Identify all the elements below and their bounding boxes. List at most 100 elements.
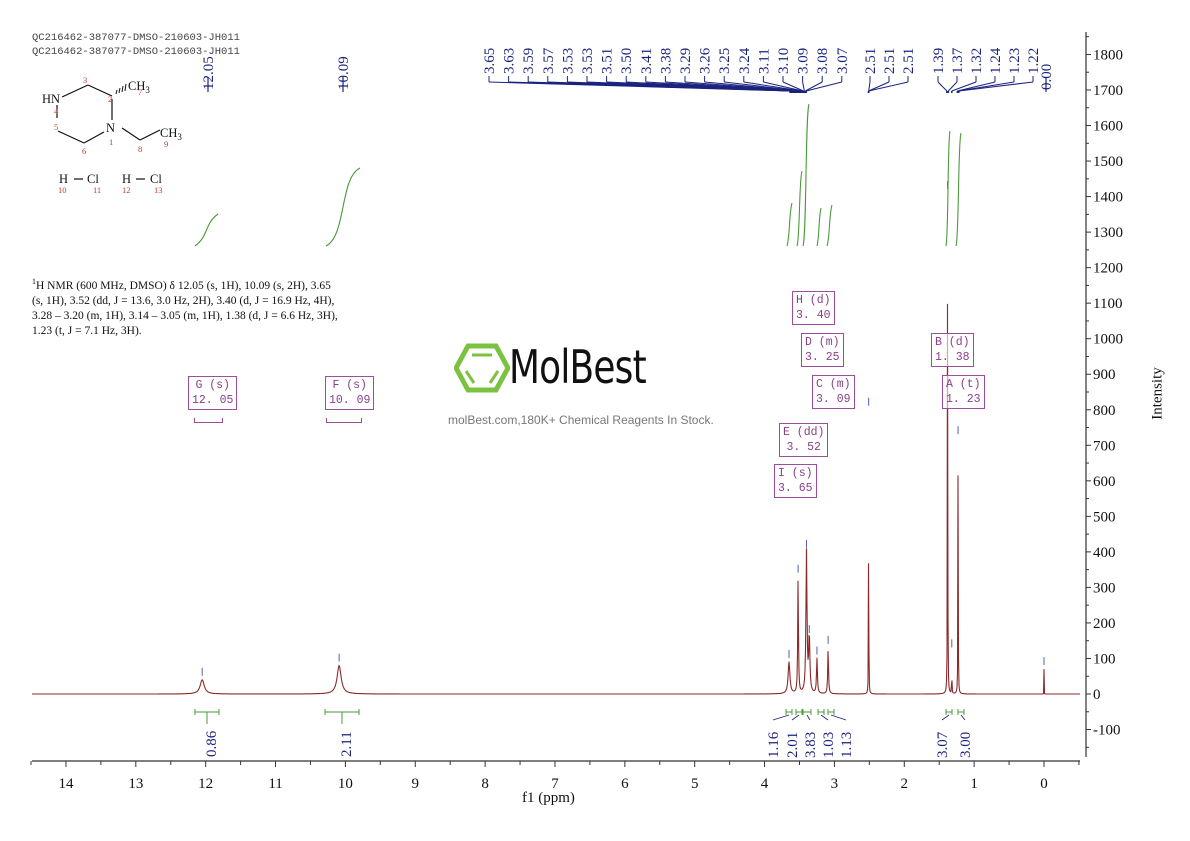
molbest-brand: MolBest [509, 340, 647, 394]
peak-pick-label: 1.24 [988, 47, 1004, 74]
y-tick-label: 300 [1093, 580, 1116, 596]
peak-pick-label: 3.53 [560, 48, 576, 74]
peak-pick-label: 1.39 [931, 48, 947, 74]
multiplet-range-marker [326, 418, 362, 423]
y-tick-label: 1300 [1093, 225, 1123, 241]
integral-curve [802, 103, 810, 247]
hcl-1-cl: Cl [87, 172, 99, 186]
watermark-tagline: molBest.com,180K+ Chemical Reagents In S… [448, 413, 714, 427]
hcl-1-h: H [59, 172, 68, 186]
peak-pick-label: 1.23 [1007, 48, 1023, 74]
peak-pick-label: 3.53 [580, 48, 596, 74]
multiplet-box-e: E (dd) 3. 52 [779, 423, 829, 457]
y-tick-label: 1400 [1093, 190, 1123, 206]
y-tick-label: 800 [1093, 403, 1116, 419]
peak-pick-label: 2.51 [863, 48, 879, 74]
peak-pick-label: 3.08 [815, 48, 831, 74]
svg-text:7: 7 [138, 87, 142, 97]
x-tick-label: 3 [831, 776, 839, 792]
ch3-right-label: CH3 [160, 126, 182, 142]
n-label: N [106, 121, 115, 135]
y-tick-label: 1500 [1093, 154, 1123, 170]
molbest-logo-icon [454, 343, 510, 393]
integral-curve [796, 170, 803, 247]
integral-curve [826, 204, 833, 247]
integral-curve [194, 213, 219, 247]
y-tick-label: 0 [1093, 687, 1101, 703]
peak-pick-label: 0.00 [1039, 64, 1055, 90]
integral-curve [816, 207, 822, 247]
y-tick-label: 1100 [1093, 296, 1122, 312]
integral-value: 1.03 [821, 732, 837, 758]
x-tick-label: 12 [198, 776, 213, 792]
integral-curve [945, 130, 951, 247]
y-tick-label: 100 [1093, 651, 1116, 667]
y-tick-label: 400 [1093, 545, 1116, 561]
multiplet-range-marker [194, 418, 223, 423]
peak-pick-label: 3.29 [678, 48, 694, 74]
x-tick-label: 8 [481, 776, 489, 792]
y-tick-label: 1700 [1093, 83, 1123, 99]
multiplet-box-f: F (s) 10. 09 [325, 376, 375, 410]
x-tick-label: 4 [761, 776, 769, 792]
y-tick-label: 500 [1093, 509, 1116, 525]
x-tick-label: 0 [1040, 776, 1048, 792]
integral-value: 2.01 [785, 732, 801, 758]
hcl-2-h: H [122, 172, 131, 186]
x-tick-label: 7 [551, 776, 559, 792]
peak-pick-label: 3.65 [482, 48, 498, 74]
integral-value: 1.16 [766, 731, 782, 758]
peak-pick-label: 3.25 [717, 48, 733, 74]
y-tick-label: 1800 [1093, 47, 1123, 63]
integral-curve [955, 132, 962, 247]
integral-value: 1.13 [839, 732, 855, 758]
multiplet-box-b: B (d) 1. 38 [931, 333, 974, 367]
y-tick-label: 900 [1093, 367, 1116, 383]
y-tick-label: -100 [1093, 723, 1121, 739]
peak-pick-label: 1.22 [1026, 48, 1042, 74]
svg-text:5: 5 [54, 122, 58, 132]
peak-pick-label: 3.38 [658, 48, 674, 74]
multiplet-box-g: G (s) 12. 05 [188, 376, 238, 410]
integral-value: 3.00 [958, 732, 974, 758]
y-tick-label: 700 [1093, 438, 1116, 454]
peak-pick-label: 2.51 [901, 48, 917, 74]
peak-pick-label: 3.24 [737, 47, 753, 74]
svg-text:2: 2 [108, 94, 112, 104]
x-tick-label: 1 [970, 776, 978, 792]
y-axis-label: Intensity [1149, 367, 1166, 420]
integral-value: 0.86 [204, 730, 220, 757]
y-tick-label: 1200 [1093, 261, 1123, 277]
peak-pick-label: 3.41 [639, 48, 655, 74]
integral-value: 2.11 [339, 731, 355, 757]
x-tick-label: 2 [901, 776, 909, 792]
x-tick-label: 13 [128, 776, 143, 792]
integral-curve [786, 202, 793, 247]
x-axis-label: f1 (ppm) [522, 790, 575, 806]
svg-text:6: 6 [82, 146, 86, 156]
peak-pick-label: 3.63 [502, 48, 518, 74]
peak-pick-label: 3.07 [835, 47, 851, 74]
hn-label: HN [42, 92, 60, 106]
peak-pick-label: 3.50 [619, 48, 635, 74]
sample-id-line-2: QC216462-387077-DMSO-210603-JH011 [32, 46, 240, 58]
multiplet-box-a: A (t) 1. 23 [942, 375, 985, 409]
peak-pick-label: 3.59 [521, 48, 537, 74]
peak-pick-label: 3.26 [698, 47, 714, 74]
sample-id-line-1: QC216462-387077-DMSO-210603-JH011 [32, 32, 240, 44]
multiplet-box-i: I (s) 3. 65 [774, 464, 817, 498]
x-tick-label: 6 [621, 776, 629, 792]
peak-pick-label: 10.09 [336, 56, 352, 90]
x-tick-label: 9 [412, 776, 420, 792]
peak-pick-label: 3.51 [600, 48, 616, 74]
peak-pick-label: 2.51 [882, 48, 898, 74]
spectrum-trace [32, 303, 1080, 695]
svg-text:12: 12 [122, 185, 131, 195]
y-tick-label: 200 [1093, 616, 1116, 632]
svg-text:9: 9 [164, 139, 168, 149]
multiplet-box-c: C (m) 3. 09 [812, 375, 855, 409]
x-tick-label: 5 [691, 776, 699, 792]
svg-text:8: 8 [138, 144, 142, 154]
peak-pick-label: 1.37 [950, 47, 966, 74]
